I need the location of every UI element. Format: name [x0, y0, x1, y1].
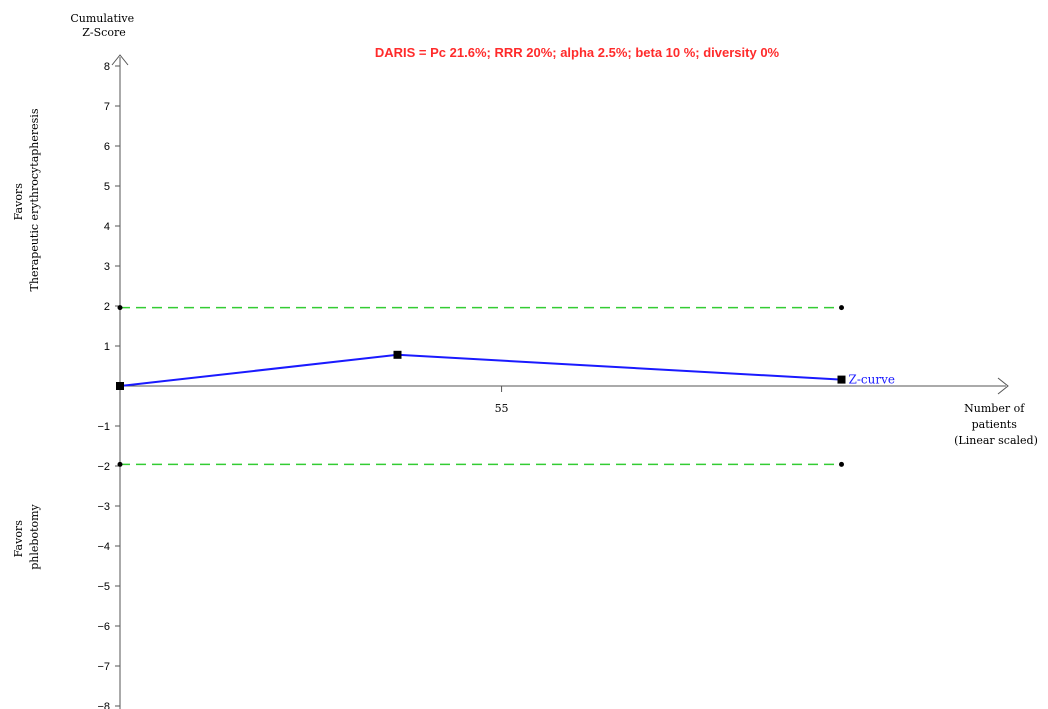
y-tick-label: 6 — [104, 141, 110, 153]
y-axis-label: Cumulative Z-Score — [70, 12, 137, 39]
y-tick-label: 8 — [104, 61, 110, 73]
y-tick-label: −4 — [97, 541, 110, 553]
x-tick-label: 55 — [495, 402, 509, 415]
z-curve-line — [119, 353, 842, 387]
y-tick-label: −1 — [97, 421, 110, 433]
y-tick-label: −5 — [97, 581, 110, 593]
favors-bottom-label: Favors phlebotomy — [12, 503, 41, 569]
y-tick-label: 5 — [104, 181, 110, 193]
y-tick-label: 1 — [104, 341, 110, 353]
boundary-endpoint — [117, 305, 123, 311]
z-curve-point — [393, 350, 402, 359]
favors-top-line-1: Favors — [12, 183, 25, 221]
boundary-lines — [117, 305, 844, 467]
y-tick-label: −7 — [97, 661, 110, 673]
z-curve-label: Z-curve — [849, 373, 895, 387]
favors-bottom-line-2: phlebotomy — [28, 503, 41, 569]
z-curve-point — [116, 382, 124, 390]
favors-top-line-2: Therapeutic erythrocytapheresis — [28, 108, 41, 291]
x-axis-label-line-3: (Linear scaled) — [954, 434, 1038, 447]
y-tick-label: 2 — [104, 301, 110, 313]
y-axis-label-line-2: Z-Score — [82, 26, 125, 39]
y-axis-arrowhead — [111, 54, 129, 66]
x-axis-label-line-1: Number of — [964, 402, 1025, 415]
y-tick-label: 4 — [104, 221, 110, 233]
y-tick-label: 7 — [104, 101, 110, 113]
x-axis-label-line-2: patients — [972, 418, 1018, 431]
x-axis-arrowhead — [997, 377, 1009, 395]
favors-top-label: Favors Therapeutic erythrocytapheresis — [12, 108, 41, 291]
y-axis-label-line-1: Cumulative — [70, 12, 134, 25]
y-tick-label: −3 — [97, 501, 110, 513]
boundary-endpoint — [839, 305, 844, 311]
boundary-endpoint — [117, 461, 123, 467]
boundary-endpoint — [839, 461, 844, 467]
series-layer: Z-curve — [116, 350, 895, 390]
favors-bottom-line-1: Favors — [12, 520, 25, 558]
x-axis-label: Number of patients (Linear scaled) — [954, 402, 1038, 447]
y-tick-label: −2 — [97, 461, 110, 473]
y-tick-label: −6 — [97, 621, 110, 633]
y-ticks: 8 7 6 5 4 3 2 1 −1 −2 −3 −4 −5 −6 −7 −8 — [97, 61, 120, 709]
z-curve-point — [837, 375, 846, 384]
y-tick-label: 3 — [104, 261, 110, 273]
x-ticks: 55 — [495, 386, 509, 415]
chart-title: DARIS = Pc 21.6%; RRR 20%; alpha 2.5%; b… — [375, 45, 780, 60]
y-tick-label: −8 — [97, 701, 110, 709]
